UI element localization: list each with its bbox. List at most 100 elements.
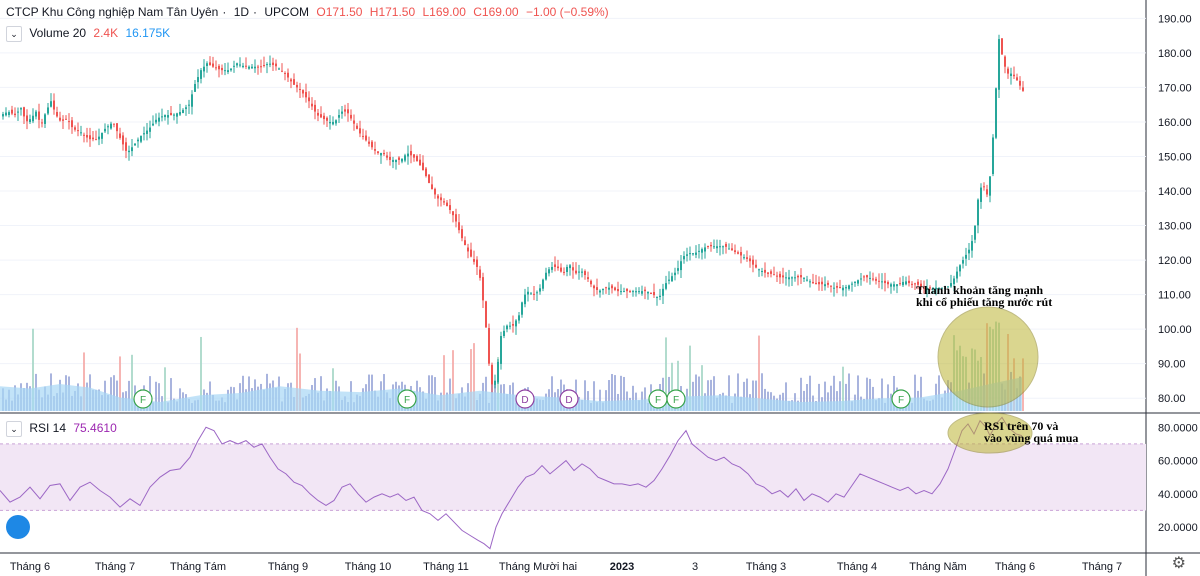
candle-body <box>752 259 754 265</box>
price-tick-label: 160.00 <box>1158 117 1192 129</box>
price-tick-label: 140.00 <box>1158 186 1192 198</box>
candle-body <box>485 301 487 328</box>
volume-bar <box>473 343 475 411</box>
candle-body <box>227 70 229 73</box>
price-tick-label: 130.00 <box>1158 221 1192 233</box>
candle-body <box>389 156 391 160</box>
candle-body <box>599 290 601 293</box>
candle-body <box>128 150 130 153</box>
candle-body <box>476 259 478 267</box>
event-marker-label: D <box>565 395 572 406</box>
time-tick-label: Tháng Mười hai <box>499 561 577 573</box>
candle-body <box>638 291 640 293</box>
volume-bar <box>833 375 835 411</box>
candle-body <box>71 120 73 128</box>
candle-body <box>425 168 427 177</box>
volume-ma-area <box>0 377 1022 411</box>
rsi-label: RSI 14 <box>29 421 67 436</box>
candle-body <box>44 114 46 124</box>
price-tick-label: 180.00 <box>1158 48 1192 60</box>
candle-body <box>155 119 157 123</box>
volume-bar <box>758 335 760 411</box>
candle-body <box>929 287 931 289</box>
candle-body <box>677 268 679 271</box>
volume-bar <box>761 373 763 411</box>
candle-body <box>572 267 574 271</box>
candle-body <box>605 287 607 289</box>
candle-body <box>593 285 595 289</box>
chevron-down-icon[interactable]: ⌄ <box>6 26 22 42</box>
candle-body <box>434 188 436 195</box>
volume-bar <box>608 380 610 411</box>
rsi-band <box>0 443 1146 511</box>
gear-icon[interactable]: ⚙ <box>1171 555 1186 572</box>
candle-body <box>689 253 691 255</box>
candle-body <box>266 64 268 66</box>
candle-body <box>62 119 64 121</box>
volume-bar <box>620 375 622 411</box>
volume-bar <box>920 376 922 411</box>
candle-body <box>242 65 244 68</box>
volume-bar <box>938 375 940 411</box>
candle-body <box>824 284 826 287</box>
candle-body <box>809 281 811 283</box>
candle-body <box>692 253 694 255</box>
candle-body <box>620 291 622 293</box>
candle-body <box>50 101 52 107</box>
candle-body <box>338 115 340 118</box>
symbol-title: CTCP Khu Công nghiệp Nam Tân Uyên <box>6 5 219 19</box>
tradingview-logo-icon[interactable] <box>6 515 30 539</box>
candle-body <box>368 141 370 144</box>
candle-body <box>392 159 394 162</box>
candle-body <box>833 287 835 289</box>
candle-body <box>632 291 634 293</box>
candle-body <box>506 325 508 330</box>
candle-body <box>788 277 790 280</box>
candle-body <box>335 120 337 124</box>
candle-body <box>842 287 844 291</box>
candle-body <box>290 79 292 82</box>
candle-body <box>986 189 988 195</box>
candle-body <box>443 201 445 203</box>
candle-body <box>647 291 649 294</box>
price-tick-label: 110.00 <box>1158 290 1191 302</box>
candle-body <box>137 139 139 142</box>
candle-body <box>215 67 217 69</box>
volume-bar <box>848 373 850 411</box>
candle-body <box>626 288 628 292</box>
volume-value: 2.4K <box>93 26 119 41</box>
candle-body <box>1022 87 1024 91</box>
candle-body <box>377 151 379 154</box>
candle-body <box>386 155 388 158</box>
volume-bar <box>710 379 712 411</box>
candle-body <box>221 67 223 71</box>
candle-body <box>596 287 598 290</box>
candle-body <box>722 246 724 248</box>
interval-label[interactable]: 1D <box>233 5 250 19</box>
candle-body <box>5 112 7 116</box>
chevron-down-icon[interactable]: ⌄ <box>6 421 22 437</box>
candle-body <box>980 187 982 202</box>
candle-body <box>161 116 163 118</box>
candle-body <box>179 112 181 115</box>
volume-bar <box>158 383 160 411</box>
candle-body <box>971 241 973 251</box>
candle-body <box>323 115 325 120</box>
volume-bar <box>830 385 832 411</box>
candle-body <box>176 113 178 117</box>
candle-body <box>758 269 760 271</box>
candle-body <box>302 90 304 94</box>
candle-body <box>923 287 925 289</box>
candle-body <box>413 154 415 158</box>
candle-body <box>41 122 43 124</box>
candle-body <box>515 320 517 327</box>
volume-bar <box>887 384 889 411</box>
candle-body <box>125 142 127 151</box>
candle-body <box>329 121 331 124</box>
candle-body <box>236 63 238 66</box>
candle-body <box>407 153 409 157</box>
candle-body <box>797 275 799 278</box>
event-marker <box>397 389 417 409</box>
